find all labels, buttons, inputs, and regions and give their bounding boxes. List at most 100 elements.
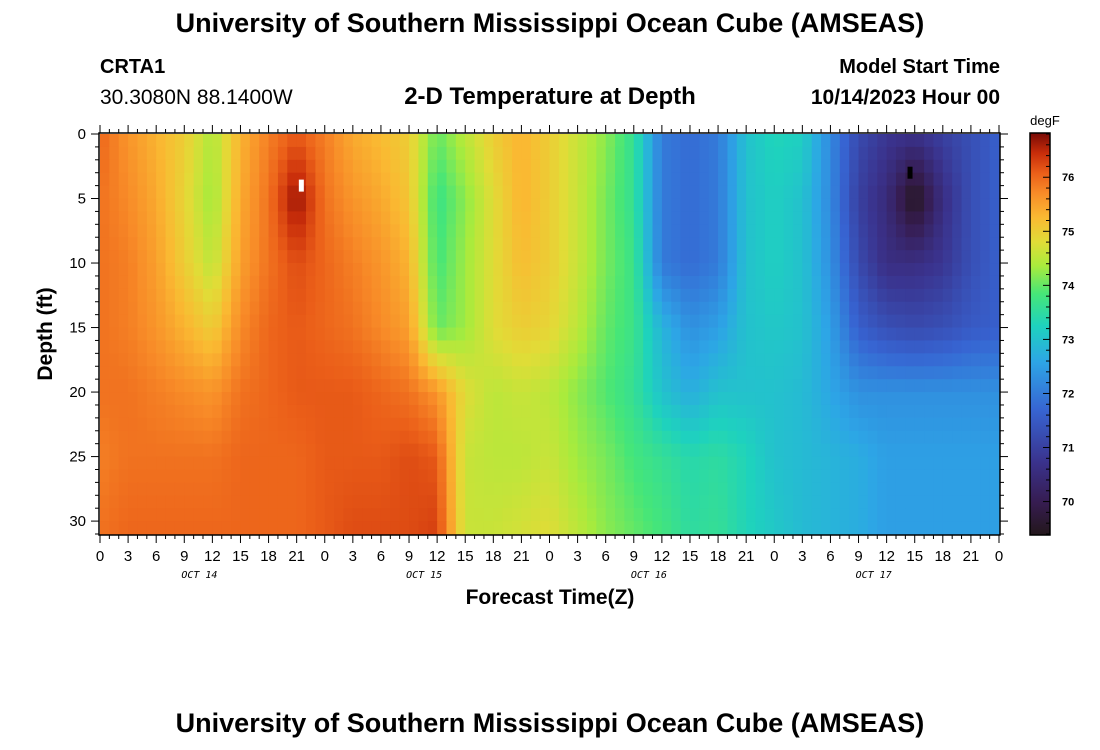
heatmap-cell — [212, 211, 223, 225]
heatmap-cell — [764, 159, 775, 174]
heatmap-cell — [446, 353, 457, 367]
heatmap-cell — [643, 404, 654, 419]
heatmap-cell — [952, 495, 963, 509]
heatmap-cell — [886, 314, 897, 329]
heatmap-cell — [914, 508, 925, 522]
heatmap-cell — [661, 327, 672, 342]
heatmap-cell — [596, 443, 607, 458]
heatmap-cell — [259, 327, 270, 342]
heatmap-cell — [764, 353, 775, 367]
heatmap-cell — [577, 379, 588, 393]
heatmap-cell — [961, 263, 972, 277]
heatmap-cell — [306, 224, 316, 238]
heatmap-cell — [418, 392, 429, 406]
heatmap-cell — [109, 224, 120, 238]
heatmap-cell — [914, 353, 925, 367]
heatmap-cell — [867, 482, 878, 496]
heatmap-cell — [783, 301, 794, 316]
heatmap-cell — [268, 134, 279, 148]
heatmap-cell — [605, 469, 616, 483]
heatmap-cell — [427, 314, 438, 329]
heatmap-cell — [409, 417, 419, 432]
heatmap-cell — [371, 521, 382, 535]
heatmap-cell — [549, 263, 560, 277]
heatmap-cell — [661, 417, 672, 432]
heatmap-cell — [409, 198, 419, 213]
heatmap-cell — [287, 224, 298, 238]
heatmap-cell — [764, 185, 775, 200]
heatmap-cell — [390, 327, 401, 342]
heatmap-cell — [615, 224, 626, 238]
heatmap-cell — [521, 469, 532, 483]
heatmap-cell — [699, 340, 710, 354]
heatmap-cell — [483, 224, 494, 238]
heatmap-cell — [755, 469, 766, 483]
heatmap-cell — [895, 392, 906, 406]
heatmap-cell — [343, 469, 354, 483]
heatmap-cell — [558, 430, 569, 445]
heatmap-cell — [390, 237, 401, 251]
heatmap-cell — [174, 198, 185, 213]
heatmap-cell — [586, 250, 597, 264]
heatmap-cell — [465, 263, 476, 277]
heatmap-cell — [184, 146, 195, 161]
heatmap-cell — [212, 301, 223, 316]
heatmap-cell — [184, 198, 195, 213]
heatmap-cell — [661, 275, 672, 290]
heatmap-cell — [296, 392, 307, 406]
heatmap-cell — [877, 521, 888, 535]
heatmap-cell — [174, 521, 185, 535]
heatmap-cell — [268, 185, 279, 200]
heatmap-cell — [605, 353, 616, 367]
heatmap-cell — [100, 443, 110, 458]
heatmap-cell — [259, 482, 270, 496]
heatmap-cell — [502, 237, 513, 251]
heatmap-cell — [277, 366, 288, 380]
heatmap-cell — [586, 301, 597, 316]
heatmap-cell — [146, 379, 157, 393]
heatmap-cell — [427, 366, 438, 380]
heatmap-cell — [568, 198, 579, 213]
heatmap-cell — [718, 495, 729, 509]
heatmap-cell — [830, 469, 841, 483]
heatmap-cell — [465, 340, 476, 354]
heatmap-cell — [933, 146, 944, 161]
heatmap-cell — [530, 327, 541, 342]
heatmap-cell — [577, 327, 588, 342]
heatmap-cell — [849, 314, 860, 329]
heatmap-cell — [455, 456, 466, 471]
heatmap-cell — [240, 185, 251, 200]
heatmap-cell — [961, 482, 972, 496]
heatmap-cell — [165, 314, 176, 329]
heatmap-cell — [259, 301, 270, 316]
heatmap-cell — [727, 134, 738, 148]
heatmap-cell — [193, 327, 204, 342]
heatmap-cell — [240, 134, 251, 148]
heatmap-cell — [689, 456, 700, 471]
heatmap-cell — [905, 404, 916, 419]
heatmap-cell — [334, 134, 345, 148]
heatmap-cell — [549, 366, 560, 380]
heatmap-cell — [146, 288, 157, 303]
heatmap-cell — [390, 301, 401, 316]
heatmap-cell — [118, 301, 129, 316]
heatmap-cell — [942, 456, 953, 471]
heatmap-cell — [118, 430, 129, 445]
heatmap-cell — [352, 340, 363, 354]
heatmap-cell — [455, 185, 466, 200]
y-tick-label: 25 — [69, 449, 86, 466]
heatmap-cell — [174, 172, 185, 187]
heatmap-cell — [568, 288, 579, 303]
heatmap-cell — [596, 198, 607, 213]
heatmap-cell — [521, 327, 532, 342]
chart-title: 2-D Temperature at Depth — [404, 83, 696, 110]
heatmap-cell — [633, 379, 644, 393]
heatmap-cell — [586, 288, 597, 303]
heatmap-cell — [643, 508, 654, 522]
heatmap-cell — [287, 417, 298, 432]
heatmap-cell — [615, 404, 626, 419]
heatmap-cell — [362, 146, 373, 161]
heatmap-cell — [399, 404, 410, 419]
heatmap-cell — [989, 146, 1000, 161]
heatmap-cell — [755, 379, 766, 393]
